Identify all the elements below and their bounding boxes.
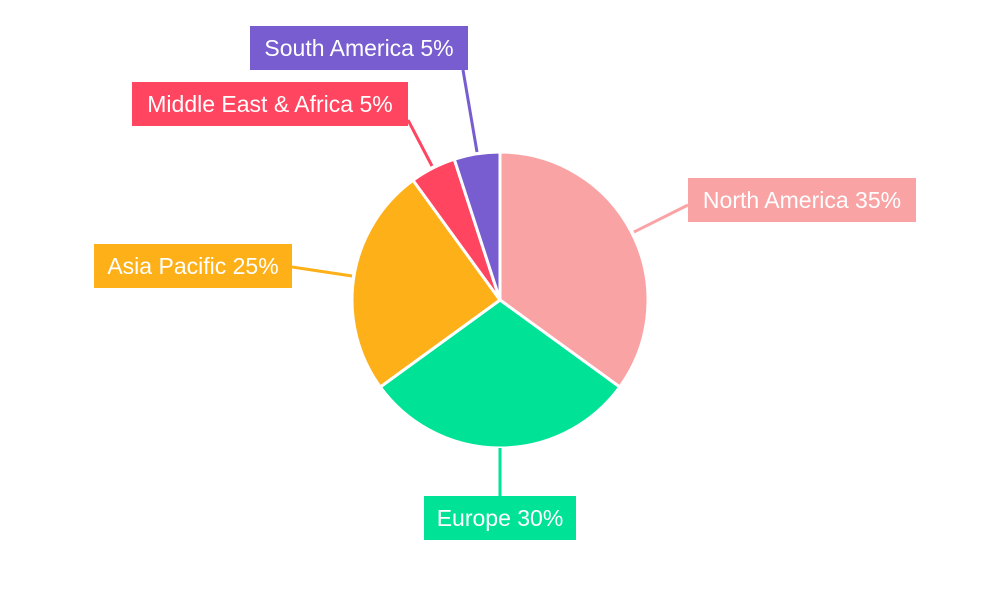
data-label-north-america: North America 35%	[703, 187, 901, 213]
data-label-south-america: South America 5%	[264, 35, 453, 61]
leader-line-south-america	[461, 69, 479, 153]
pie-slice-south-america	[452, 150, 502, 301]
pie-slice-north-america	[498, 150, 650, 390]
data-label-middle-east-africa: Middle East & Africa 5%	[147, 91, 392, 117]
label-box-europe	[424, 496, 576, 540]
leader-line-middle-east-africa	[406, 119, 434, 167]
data-label-europe: Europe 30%	[437, 505, 564, 531]
pie-slice-asia-pacific	[350, 178, 503, 390]
label-box-middle-east-africa	[132, 82, 408, 126]
leader-line-asia-pacific	[291, 265, 353, 278]
label-box-asia-pacific	[94, 244, 292, 288]
label-box-south-america	[250, 26, 468, 70]
label-box-north-america	[688, 178, 916, 222]
pie-slice-europe	[378, 298, 622, 450]
leader-line-north-america	[633, 203, 689, 234]
data-label-asia-pacific: Asia Pacific 25%	[107, 253, 278, 279]
